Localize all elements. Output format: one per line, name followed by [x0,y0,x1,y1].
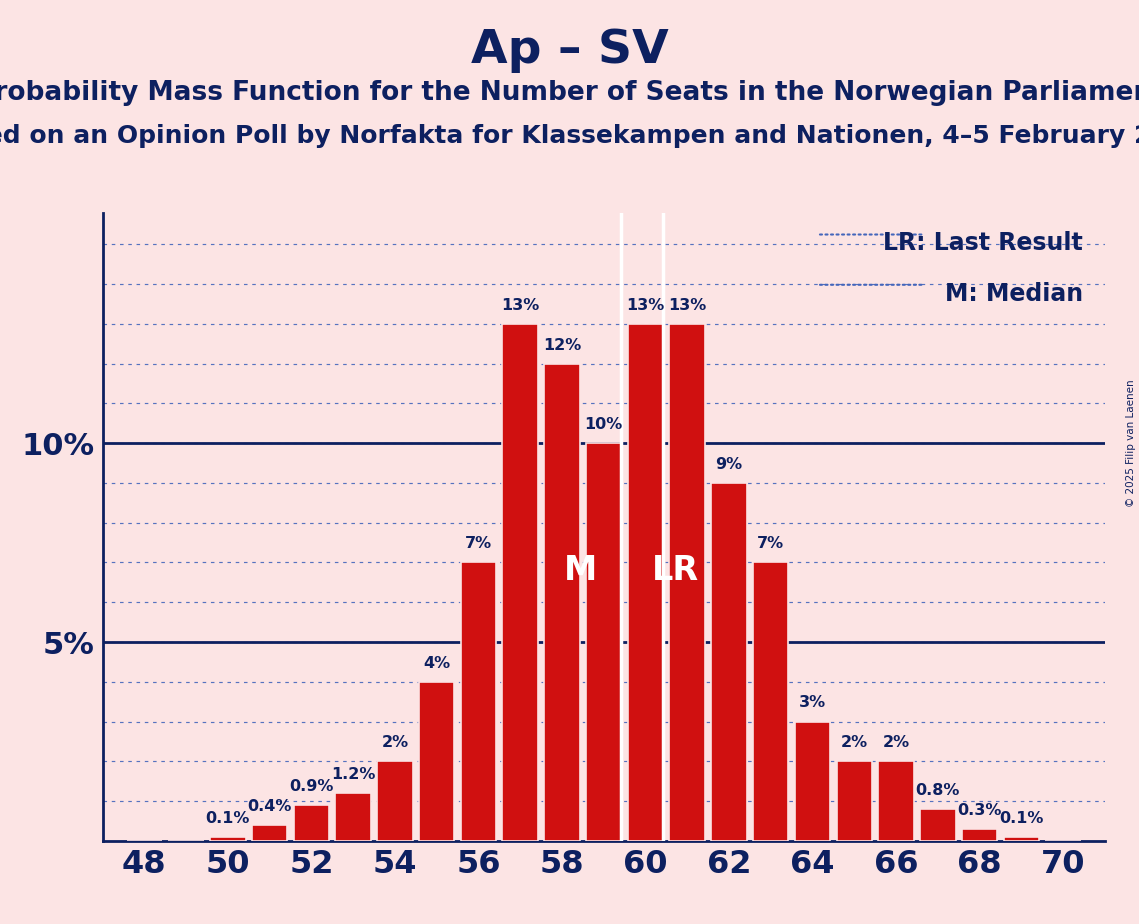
Text: 0.1%: 0.1% [999,810,1043,826]
Text: 13%: 13% [669,298,706,312]
Text: M: M [564,553,598,587]
Bar [335,793,371,841]
Text: 13%: 13% [626,298,664,312]
Text: 0.1%: 0.1% [206,810,249,826]
Bar [252,825,287,841]
Text: 2%: 2% [382,736,409,750]
Text: 7%: 7% [757,536,785,552]
Text: 0.8%: 0.8% [916,783,960,798]
Text: 2%: 2% [841,736,868,750]
Bar [585,444,622,841]
Bar [753,563,788,841]
Text: 0.4%: 0.4% [247,799,292,814]
Bar [920,809,956,841]
Text: 13%: 13% [501,298,539,312]
Text: 4%: 4% [423,656,450,671]
Bar [544,364,580,841]
Bar [502,324,538,841]
Text: 9%: 9% [715,456,743,472]
Bar [878,761,913,841]
Text: Probability Mass Function for the Number of Seats in the Norwegian Parliament: Probability Mass Function for the Number… [0,80,1139,106]
Bar [961,829,998,841]
Bar [670,324,705,841]
Bar [210,837,246,841]
Text: LR: Last Result: LR: Last Result [883,231,1083,255]
Text: M: Median: M: Median [944,282,1083,306]
Text: © 2025 Filip van Laenen: © 2025 Filip van Laenen [1126,380,1136,507]
Bar [460,563,497,841]
Text: 12%: 12% [543,337,581,352]
Bar [628,324,663,841]
Bar [419,682,454,841]
Bar [795,722,830,841]
Bar [1003,837,1039,841]
Text: 3%: 3% [798,696,826,711]
Bar [294,805,329,841]
Text: Ap – SV: Ap – SV [470,28,669,73]
Bar [377,761,412,841]
Text: 0.9%: 0.9% [289,779,334,794]
Text: LR: LR [652,553,699,587]
Text: 10%: 10% [584,417,623,432]
Text: 7%: 7% [465,536,492,552]
Text: 0.3%: 0.3% [958,803,1001,818]
Text: 1.2%: 1.2% [331,767,375,782]
Bar [836,761,872,841]
Text: Based on an Opinion Poll by Norfakta for Klassekampen and Nationen, 4–5 February: Based on an Opinion Poll by Norfakta for… [0,124,1139,148]
Bar [711,483,747,841]
Text: 2%: 2% [883,736,910,750]
